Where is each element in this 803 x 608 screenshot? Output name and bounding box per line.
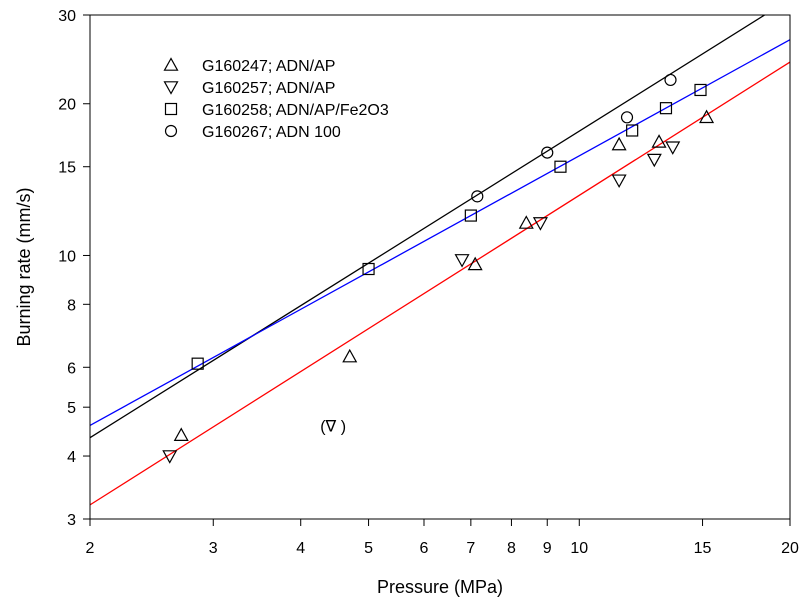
data-point-s1-1: [173, 427, 189, 441]
x-tick-label: 2: [86, 540, 95, 557]
data-point-s2-5: [646, 153, 662, 168]
fit-line-3: [89, 61, 791, 506]
y-tick-label: 6: [67, 360, 76, 377]
y-tick-label: 10: [58, 248, 76, 265]
data-point-s1-2: [342, 348, 358, 363]
data-point-s1-7: [699, 109, 715, 124]
y-axis-title: Burning rate (mm/s): [14, 187, 34, 346]
data-point-s2-1: [162, 450, 178, 464]
x-tick-label: 8: [507, 540, 516, 557]
x-axis-title: Pressure (MPa): [377, 577, 503, 597]
data-point-s3-6: [659, 102, 673, 115]
x-tick-label: 9: [543, 540, 552, 557]
annotation-1: (∇ ): [320, 418, 346, 435]
legend-label-3: G160258; ADN/AP/Fe2O3: [202, 102, 389, 119]
y-tick-label: 15: [58, 160, 76, 177]
legend: G160247; ADN/AP G160257; ADN/AP G160258; A…: [163, 57, 389, 141]
data-point-s3-3: [464, 209, 477, 222]
data-point-s2-2: [454, 254, 470, 268]
x-tick-label: 7: [466, 540, 475, 557]
fit-line-1: [89, 14, 765, 439]
x-tick-label: 10: [570, 540, 588, 557]
data-point-s3-4: [554, 160, 567, 173]
x-tick-label: 3: [209, 540, 218, 557]
annotations: (∇ ): [320, 418, 346, 435]
y-tick-label: 4: [67, 449, 76, 466]
legend-marker-2: [163, 81, 179, 95]
x-tick-label: 5: [364, 540, 373, 557]
legend-marker-1: [163, 57, 179, 71]
data-point-s3-5: [626, 124, 639, 137]
data-point-s4-2: [541, 146, 554, 159]
x-tick-label: 6: [420, 540, 429, 557]
y-tick-label: 8: [67, 297, 76, 314]
data-point-s3-7: [694, 83, 707, 97]
plot-frame: [89, 14, 791, 520]
legend-marker-4: [164, 124, 178, 138]
x-tick-label: 20: [781, 540, 799, 557]
data-point-s4-3: [620, 111, 634, 124]
data-markers: [162, 73, 715, 464]
data-point-s3-1: [191, 357, 204, 370]
fit-line-2: [89, 39, 791, 427]
data-point-s2-6: [665, 141, 681, 155]
y-tick-label: 30: [58, 8, 76, 25]
legend-label-4: G160267; ADN 100: [202, 124, 341, 141]
data-point-s4-1: [471, 190, 484, 203]
data-point-s2-4: [611, 174, 627, 188]
data-point-s4-4: [664, 73, 677, 87]
y-tick-label: 20: [58, 97, 76, 114]
legend-marker-3: [164, 102, 178, 116]
legend-label-2: G160257; ADN/AP: [202, 80, 335, 97]
y-axis-ticks: 3 4 5 6 8 10 15 20 30: [58, 8, 90, 529]
x-tick-label: 4: [296, 540, 305, 557]
fit-lines: [89, 14, 791, 506]
legend-label-1: G160247; ADN/AP: [202, 58, 335, 75]
data-point-s1-5: [611, 136, 627, 151]
data-point-s1-3: [467, 256, 483, 271]
y-tick-label: 5: [67, 400, 76, 417]
y-tick-label: 3: [67, 512, 76, 529]
x-axis-ticks: 2 3 4 5 6 7 8 9 10 15 20: [86, 519, 799, 557]
data-point-s1-4: [518, 215, 534, 229]
data-point-s3-2: [362, 262, 375, 276]
x-tick-label: 15: [694, 540, 712, 557]
data-point-s1-6: [651, 134, 667, 148]
data-point-s2-3: [532, 217, 548, 231]
